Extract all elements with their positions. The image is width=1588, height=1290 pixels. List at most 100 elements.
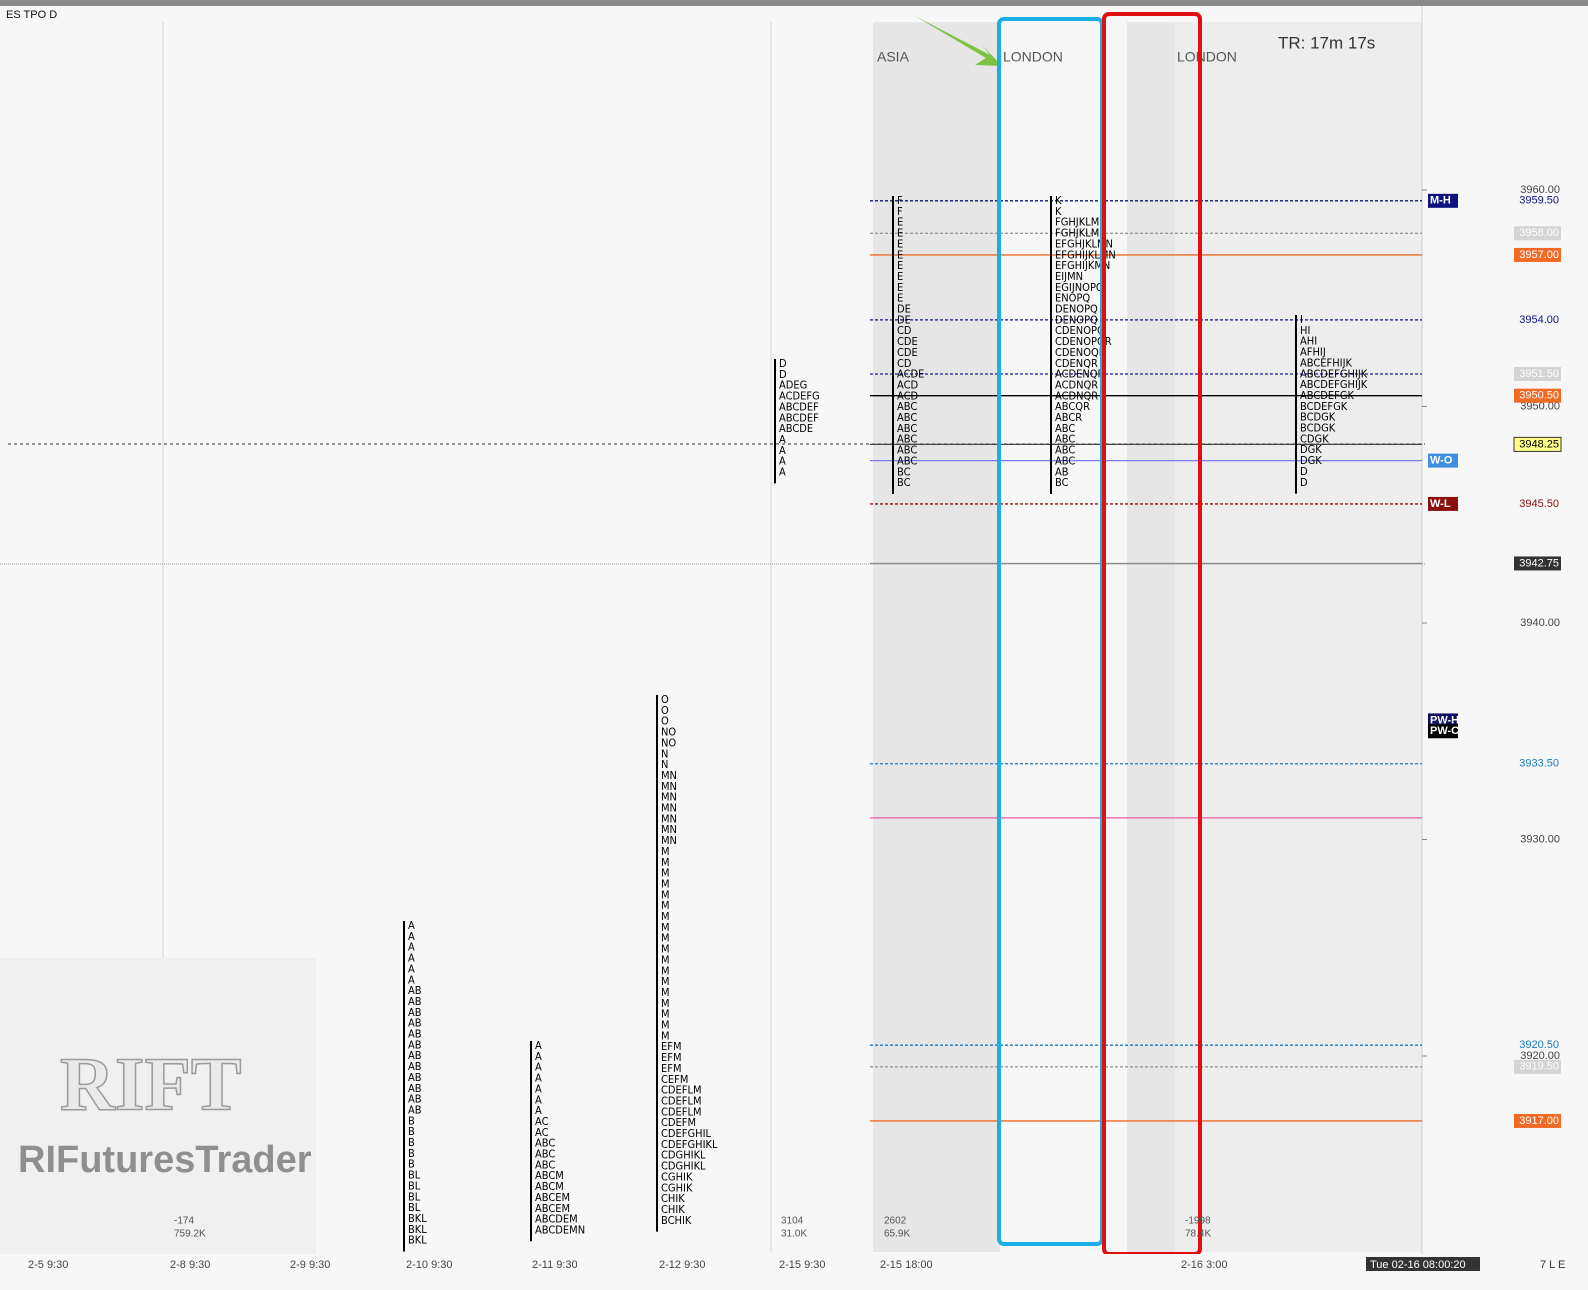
price-label: 3919.50 <box>1519 1061 1559 1073</box>
price-tick-label: 3960.00 <box>1520 184 1560 196</box>
tpo-row: ABCDEFGHIJK <box>1300 378 1368 391</box>
tpo-row: CDEFM <box>661 1116 696 1129</box>
tpo-row: EFM <box>661 1062 682 1075</box>
session-stat: 3104 <box>781 1216 804 1227</box>
tpo-row: BL <box>408 1169 421 1182</box>
tpo-row: D <box>779 368 787 381</box>
date-label: 2-10 9:30 <box>406 1259 452 1271</box>
tpo-row: AB <box>408 1049 422 1062</box>
tpo-row: AB <box>408 995 422 1008</box>
tpo-row: NO <box>661 726 676 739</box>
asia-shade <box>873 22 1000 1252</box>
tpo-row: A <box>408 962 415 975</box>
tpo-row: CDE <box>897 335 918 348</box>
tpo-row: EFGHIJKMN <box>1055 259 1110 272</box>
tpo-row: M <box>661 986 670 999</box>
tpo-row: DGK <box>1300 454 1322 467</box>
watermark-bg <box>0 958 316 1258</box>
price-tick-label: 3930.00 <box>1520 833 1560 845</box>
tpo-row: N <box>661 747 668 760</box>
price-label: 3920.50 <box>1519 1039 1559 1051</box>
tpo-row: ABCDEFGK <box>1300 389 1355 402</box>
tpo-row: CGHIK <box>661 1181 693 1194</box>
date-label: 2-5 9:30 <box>28 1259 68 1271</box>
tpo-row: DE <box>897 303 911 316</box>
tpo-row: M <box>661 997 670 1010</box>
tpo-row: ABC <box>897 433 917 446</box>
tpo-row: A <box>535 1061 542 1074</box>
tpo-row: BL <box>408 1201 421 1214</box>
tpo-row: A <box>535 1104 542 1117</box>
date-label: 2-8 9:30 <box>170 1259 210 1271</box>
tpo-row: AB <box>408 1038 422 1051</box>
tpo-row: BKL <box>408 1223 427 1236</box>
session-label: ASIA <box>877 49 910 65</box>
session-label: LONDON <box>1177 49 1237 65</box>
tpo-row: ABC <box>1055 444 1075 457</box>
tpo-row: CDE <box>897 346 918 359</box>
level-tag: M-H <box>1430 195 1451 207</box>
date-label: 2-9 9:30 <box>290 1259 330 1271</box>
tpo-row: ACDEFG <box>779 390 820 403</box>
watermark-logo: RIFT <box>60 1042 242 1126</box>
level-tag: PW-C <box>1430 725 1459 737</box>
tpo-row: AB <box>408 1071 422 1084</box>
tpo-row: M <box>661 953 670 966</box>
tpo-row: DENOPQ <box>1055 303 1098 316</box>
watermark-name: RIFuturesTrader <box>18 1139 312 1181</box>
tpo-row: BL <box>408 1190 421 1203</box>
tpo-row: A <box>779 455 786 468</box>
tpo-row: O <box>661 715 669 728</box>
tpo-row: AB <box>408 1093 422 1106</box>
tpo-row: MN <box>661 780 677 793</box>
tpo-row: EFGHJKLMN <box>1055 237 1113 250</box>
price-label: 3954.00 <box>1519 314 1559 326</box>
tpo-row: B <box>408 1158 415 1171</box>
tpo-row: DE <box>897 313 911 326</box>
tpo-row: CDEFGHIL <box>661 1127 712 1140</box>
tpo-row: ABCEFHIJK <box>1300 356 1352 369</box>
tpo-row: MN <box>661 769 677 782</box>
price-label: 3948.25 <box>1519 438 1559 450</box>
tpo-row: MN <box>661 834 677 847</box>
tpo-row: A <box>408 919 415 932</box>
tpo-row: CHIK <box>661 1192 685 1205</box>
tpo-row: B <box>408 1136 415 1149</box>
tpo-row: AB <box>408 1028 422 1041</box>
tpo-row: M <box>661 932 670 945</box>
top-bar <box>0 0 1588 6</box>
tpo-row: M <box>661 1019 670 1032</box>
price-box <box>1513 436 1562 452</box>
tpo-row: A <box>408 973 415 986</box>
tpo-row: ADEG <box>779 379 807 392</box>
tpo-row: E <box>897 259 903 272</box>
tpo-row: ABC <box>535 1148 555 1161</box>
tpo-row: AB <box>408 1082 422 1095</box>
tpo-row: BL <box>408 1179 421 1192</box>
session-stat: -174 <box>174 1216 194 1227</box>
tpo-row: CDENQR <box>1055 357 1098 370</box>
tpo-row: N <box>661 758 668 771</box>
level-tag-box <box>1428 713 1458 728</box>
tpo-row: M <box>661 943 670 956</box>
tpo-row: AFHIJ <box>1300 346 1326 359</box>
session-stat: 2602 <box>884 1216 907 1227</box>
tpo-row: ABC <box>1055 454 1075 467</box>
tpo-row: ACD <box>897 389 918 402</box>
tpo-row: FGHJKLM <box>1055 227 1099 240</box>
tpo-row: ABCDEF <box>779 400 819 413</box>
tpo-row: ABCDEFGHIJK <box>1300 367 1368 380</box>
tpo-row: NO <box>661 736 676 749</box>
tpo-row: A <box>535 1050 542 1063</box>
tpo-row: BC <box>897 465 911 478</box>
tpo-row: A <box>779 466 786 479</box>
tpo-row: MN <box>661 823 677 836</box>
price-box <box>1514 1059 1561 1074</box>
tpo-row: E <box>897 248 903 261</box>
tpo-row: ABC <box>897 422 917 435</box>
price-box <box>1514 1113 1561 1128</box>
tpo-row: MN <box>661 791 677 804</box>
tpo-row: EFM <box>661 1040 682 1053</box>
tpo-row: ACDENQR <box>1055 368 1105 381</box>
tpo-row: A <box>408 941 415 954</box>
